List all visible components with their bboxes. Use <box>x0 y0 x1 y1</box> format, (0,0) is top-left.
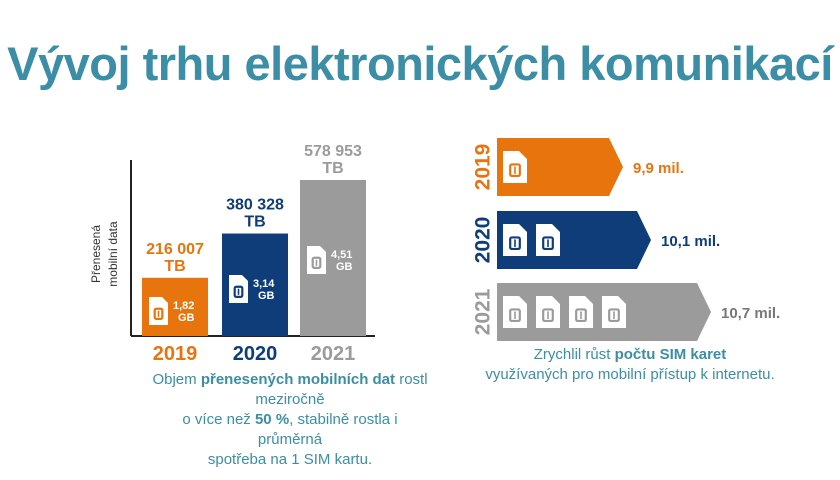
x-tick-label: 2019 <box>153 343 198 365</box>
sim-chip <box>509 308 521 323</box>
caption-text: , stabilně rostla i průměrná <box>257 411 398 448</box>
sim-chip <box>509 236 521 251</box>
per-sim-value: 4,51 <box>331 249 352 261</box>
caption-data-volume: Objem přenesených mobilních dat rostl me… <box>150 370 430 470</box>
arrow-bar-2019 <box>497 138 623 196</box>
row-value-label: 10,1 mil. <box>661 233 720 250</box>
caption-bold: 50 % <box>254 411 290 428</box>
sim-card-icon <box>536 296 560 328</box>
page-title: Vývoj trhu elektronických komunikací <box>7 37 833 90</box>
caption-bold: počtu SIM karet <box>614 346 727 363</box>
row-year-label: 2021 <box>472 288 495 335</box>
sim-chip <box>542 236 554 251</box>
sim-chip <box>575 308 587 323</box>
sim-card-icon <box>602 296 626 328</box>
sim-chip <box>153 307 164 320</box>
y-axis-label: mobilní data <box>106 221 120 287</box>
caption-sim-count: Zrychlil růst počtu SIM karet využívanýc… <box>470 345 790 385</box>
caption-text: spotřeba na 1 SIM kartu. <box>207 451 373 468</box>
sim-chip <box>542 308 554 323</box>
sim-chip <box>608 308 620 323</box>
per-sim-unit: GB <box>336 261 353 273</box>
caption-text: rostl meziročně <box>255 371 428 408</box>
sim-chip <box>233 285 244 298</box>
caption-text: o více než <box>182 411 255 428</box>
per-sim-value: 1,82 <box>173 300 194 312</box>
sim-card-icon <box>503 224 527 256</box>
sim-chip <box>509 163 521 178</box>
bar-value-label: 578 953 <box>304 143 362 160</box>
bar-value-unit: TB <box>322 160 343 177</box>
row-value-label: 10,7 mil. <box>721 305 780 322</box>
y-axis-label: Přenesená <box>89 225 103 283</box>
sim-card-icon <box>149 297 168 325</box>
sim-card-icon <box>503 296 527 328</box>
row-value-label: 9,9 mil. <box>633 160 684 177</box>
bar-value-label: 216 007 <box>146 241 204 258</box>
sim-card-icon <box>536 224 560 256</box>
per-sim-value: 3,14 <box>253 278 275 290</box>
sim-card-icon <box>229 275 248 303</box>
sim-card-icon <box>307 246 326 274</box>
row-year-label: 2019 <box>472 144 495 191</box>
caption-text: využívaných pro mobilní přístup k intern… <box>485 366 775 383</box>
caption-text: Zrychlil růst <box>533 346 615 363</box>
bar-value-label: 380 328 <box>226 197 284 214</box>
arrow-bar-2020 <box>497 211 651 269</box>
row-year-label: 2020 <box>472 217 495 264</box>
per-sim-unit: GB <box>258 290 275 302</box>
caption-text: Objem <box>152 371 201 388</box>
sim-chip <box>311 256 322 269</box>
sim-card-icon <box>569 296 593 328</box>
x-tick-label: 2021 <box>311 343 356 365</box>
x-tick-label: 2020 <box>233 343 278 365</box>
sim-card-icon <box>503 151 527 183</box>
bar-value-unit: TB <box>164 258 185 275</box>
per-sim-unit: GB <box>178 312 195 324</box>
bar-value-unit: TB <box>244 214 265 231</box>
caption-bold: přenesených mobilních dat <box>200 371 396 388</box>
